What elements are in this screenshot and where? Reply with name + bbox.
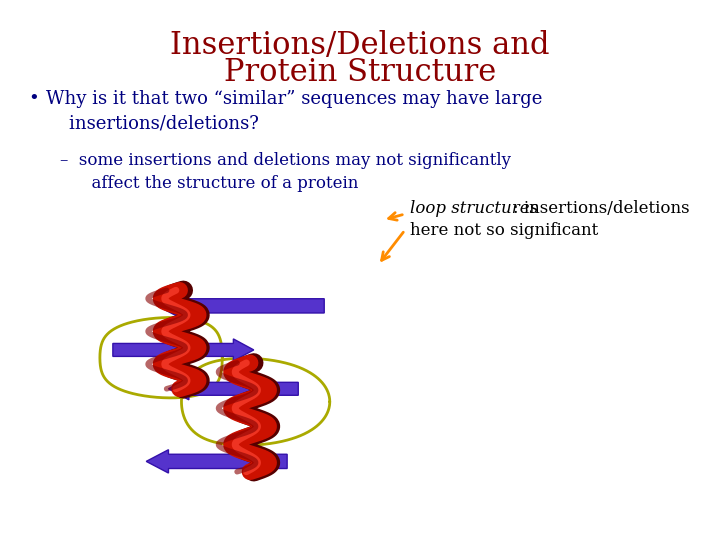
- Text: loop structures: loop structures: [410, 200, 538, 217]
- Text: Why is it that two “similar” sequences may have large
    insertions/deletions?: Why is it that two “similar” sequences m…: [46, 90, 542, 133]
- FancyArrow shape: [146, 450, 287, 473]
- Text: here not so significant: here not so significant: [410, 222, 598, 239]
- Text: –  some insertions and deletions may not significantly
      affect the structur: – some insertions and deletions may not …: [60, 152, 511, 192]
- Text: •: •: [28, 90, 39, 108]
- Text: Insertions/Deletions and: Insertions/Deletions and: [170, 30, 550, 61]
- Text: Protein Structure: Protein Structure: [224, 57, 496, 88]
- FancyArrow shape: [158, 294, 324, 318]
- Text: : insertions/deletions: : insertions/deletions: [513, 200, 690, 217]
- FancyArrow shape: [113, 339, 253, 361]
- FancyArrow shape: [168, 378, 298, 400]
